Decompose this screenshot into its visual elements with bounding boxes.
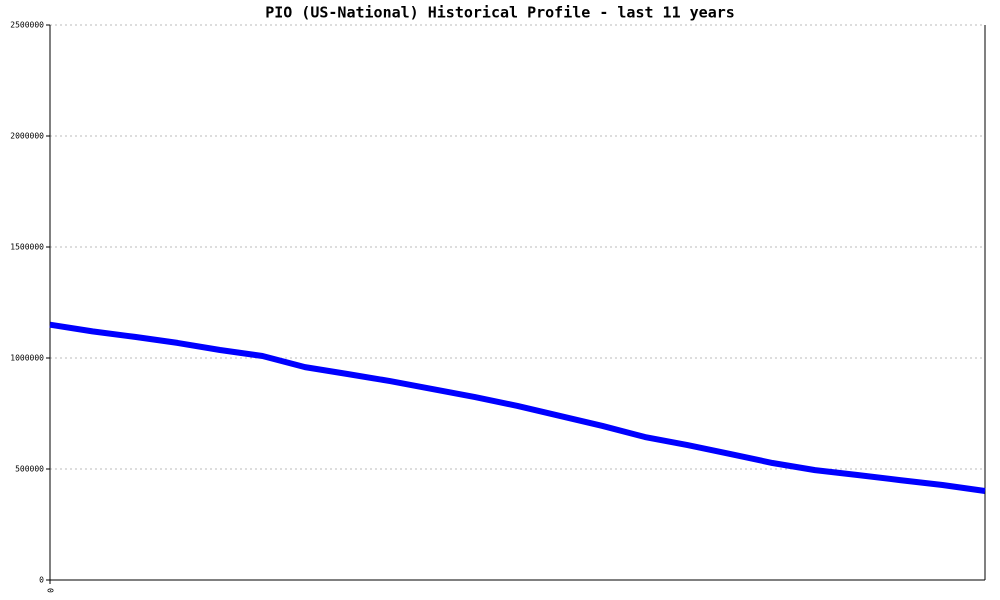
y-tick-label: 2000000	[10, 132, 44, 141]
data-line	[49, 321, 986, 494]
chart-title: PIO (US-National) Historical Profile - l…	[265, 4, 735, 22]
y-tick-label: 1500000	[10, 243, 44, 252]
x-tick-label: 0	[46, 588, 55, 593]
y-tick-label: 1000000	[10, 354, 44, 363]
y-tick-label: 500000	[15, 465, 44, 474]
y-tick-label: 0	[39, 576, 44, 585]
y-tick-label: 2500000	[10, 21, 44, 30]
